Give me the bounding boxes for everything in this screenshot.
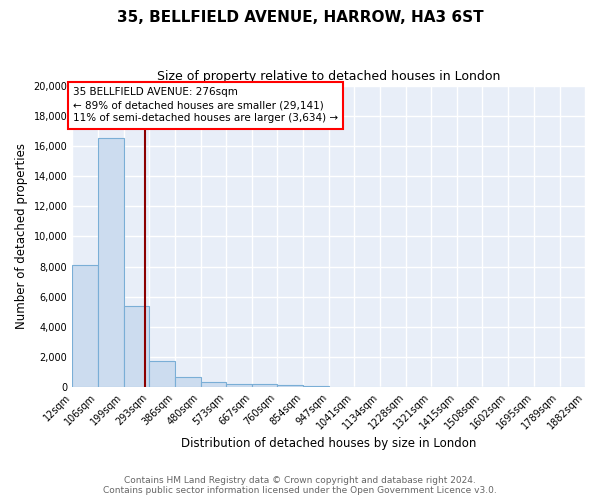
Bar [72, 265, 98, 388]
Bar [303, 386, 329, 388]
Text: Contains HM Land Registry data © Crown copyright and database right 2024.
Contai: Contains HM Land Registry data © Crown c… [103, 476, 497, 495]
X-axis label: Distribution of detached houses by size in London: Distribution of detached houses by size … [181, 437, 476, 450]
Y-axis label: Number of detached properties: Number of detached properties [15, 144, 28, 330]
Bar [226, 384, 252, 388]
Text: 35, BELLFIELD AVENUE, HARROW, HA3 6ST: 35, BELLFIELD AVENUE, HARROW, HA3 6ST [116, 10, 484, 25]
Bar [277, 385, 303, 388]
Bar [175, 377, 200, 388]
Title: Size of property relative to detached houses in London: Size of property relative to detached ho… [157, 70, 500, 83]
Bar [98, 138, 124, 388]
Bar [149, 361, 175, 388]
Text: 35 BELLFIELD AVENUE: 276sqm
← 89% of detached houses are smaller (29,141)
11% of: 35 BELLFIELD AVENUE: 276sqm ← 89% of det… [73, 87, 338, 124]
Bar [200, 382, 226, 388]
Bar [124, 306, 149, 388]
Bar [252, 384, 277, 388]
